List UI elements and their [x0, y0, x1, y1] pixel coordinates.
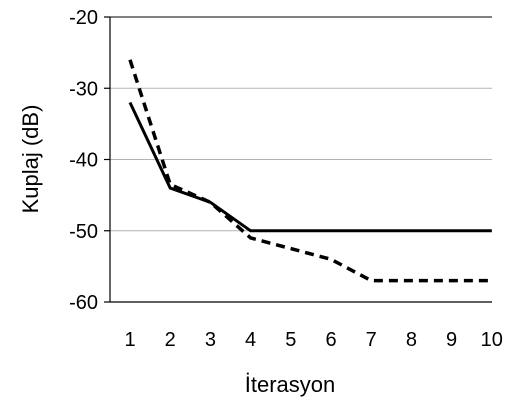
plot-area — [104, 16, 492, 303]
x-tick-label-7: 8 — [406, 329, 417, 351]
y-tick-label-3: -50 — [69, 221, 98, 243]
x-axis-title: İterasyon — [245, 372, 336, 397]
x-tick-label-4: 5 — [285, 329, 296, 351]
series-layer — [128, 59, 492, 283]
x-tick-label-1: 2 — [165, 329, 176, 351]
x-tick-label-0: 1 — [124, 329, 135, 351]
y-tick-label-4: -60 — [69, 292, 98, 314]
x-tick-label-9: 10 — [481, 329, 503, 351]
gridlines — [110, 87, 492, 232]
x-tick-label-2: 3 — [205, 329, 216, 351]
x-tick-label-5: 6 — [325, 329, 336, 351]
x-tick-label-6: 7 — [366, 329, 377, 351]
series-dashed-line — [128, 59, 492, 283]
y-tick-labels: -20 -30 -40 -50 -60 — [69, 7, 98, 314]
y-tick-label-1: -30 — [69, 78, 98, 100]
y-tick-label-0: -20 — [69, 7, 98, 29]
x-tick-labels: 1 2 3 4 5 6 7 8 9 10 — [124, 329, 502, 351]
x-tick-label-3: 4 — [245, 329, 256, 351]
y-axis-title: Kuplaj (dB) — [18, 105, 43, 214]
x-tick-label-8: 9 — [446, 329, 457, 351]
y-tick-label-2: -40 — [69, 150, 98, 172]
series-solid-line — [128, 101, 492, 233]
